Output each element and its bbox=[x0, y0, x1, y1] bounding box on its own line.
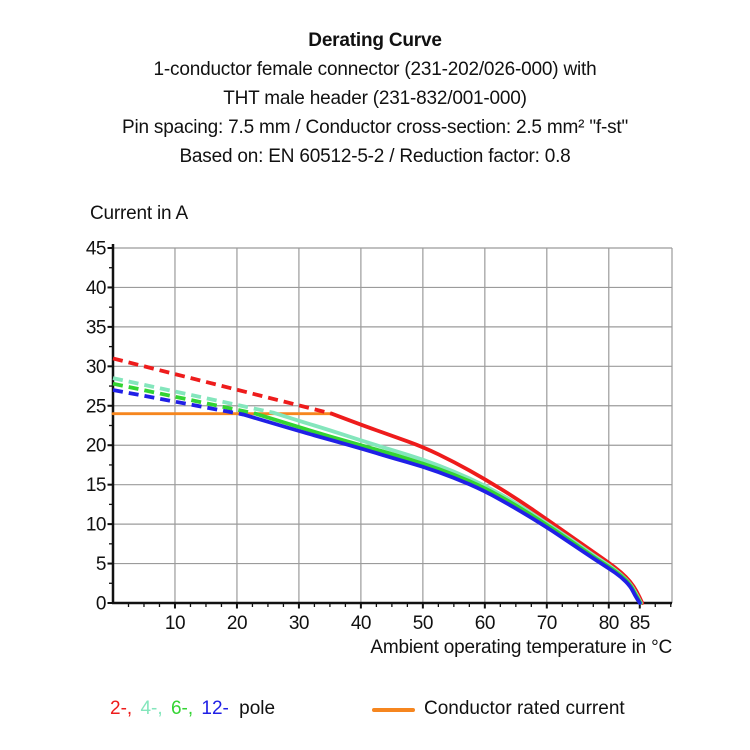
y-tick-label: 35 bbox=[86, 317, 106, 338]
12-pole-dashed-curve bbox=[112, 388, 244, 417]
x-tick-label: 30 bbox=[289, 613, 309, 634]
legend-item-2-pole: 2-, bbox=[110, 698, 133, 719]
4-pole-dashed-curve bbox=[112, 376, 275, 415]
y-tick-label: 30 bbox=[86, 357, 106, 378]
chart-legend: 2-, 4-, 6-, 12- pole Conductor rated cur… bbox=[0, 698, 750, 724]
rated-current-line-swatch bbox=[372, 708, 415, 712]
x-tick-label: 80 bbox=[599, 613, 619, 634]
legend-item-12-pole: 12- bbox=[201, 698, 229, 719]
legend-item-4-pole: 4-, bbox=[140, 698, 163, 719]
y-tick-label: 25 bbox=[86, 396, 106, 417]
12-pole-curve bbox=[241, 412, 642, 605]
x-tick-label: 10 bbox=[165, 613, 185, 634]
legend-item-6-pole: 6-, bbox=[170, 698, 194, 719]
y-tick-label: 40 bbox=[86, 278, 106, 299]
y-tick-label: 0 bbox=[96, 594, 106, 615]
x-tick-label: 60 bbox=[475, 613, 495, 634]
subtitle-line-4: Based on: EN 60512-5-2 / Reduction facto… bbox=[179, 146, 571, 167]
x-tick-label: 85 bbox=[630, 613, 650, 634]
legend-pole-group: 2-, 4-, 6-, 12- pole bbox=[110, 698, 275, 720]
2-pole-curve bbox=[329, 411, 645, 605]
x-tick-label: 70 bbox=[537, 613, 557, 634]
y-axis-title: Current in A bbox=[90, 203, 188, 224]
subtitle-line-2: THT male header (231-832/001-000) bbox=[223, 88, 527, 109]
legend-pole-suffix: pole bbox=[239, 698, 276, 719]
x-tick-label: 40 bbox=[351, 613, 371, 634]
2-pole-dashed-curve bbox=[112, 356, 333, 416]
chart-title: Derating Curve bbox=[308, 30, 442, 51]
x-tick-label: 20 bbox=[227, 613, 247, 634]
y-tick-label: 15 bbox=[86, 475, 106, 496]
subtitle-line-3: Pin spacing: 7.5 mm / Conductor cross-se… bbox=[121, 117, 628, 138]
y-tick-label: 10 bbox=[86, 515, 106, 536]
derating-chart-plot: 10 20 30 40 50 60 70 80 85 0 5 10 15 20 25 30 35 40 45 bbox=[86, 239, 673, 634]
y-tick-label: 5 bbox=[96, 554, 106, 575]
x-axis-title: Ambient operating temperature in °C bbox=[370, 637, 672, 658]
y-tick-label: 45 bbox=[86, 239, 106, 260]
x-tick-label: 50 bbox=[413, 613, 433, 634]
rated-current-label: Conductor rated current bbox=[424, 698, 625, 719]
6-pole-curve bbox=[253, 411, 643, 605]
6-pole-dashed-curve bbox=[112, 381, 256, 416]
subtitle-line-1: 1-conductor female connector (231-202/02… bbox=[153, 59, 597, 80]
chart-header: Derating Curve 1-conductor female connec… bbox=[0, 26, 750, 171]
y-tick-label: 20 bbox=[86, 436, 106, 457]
